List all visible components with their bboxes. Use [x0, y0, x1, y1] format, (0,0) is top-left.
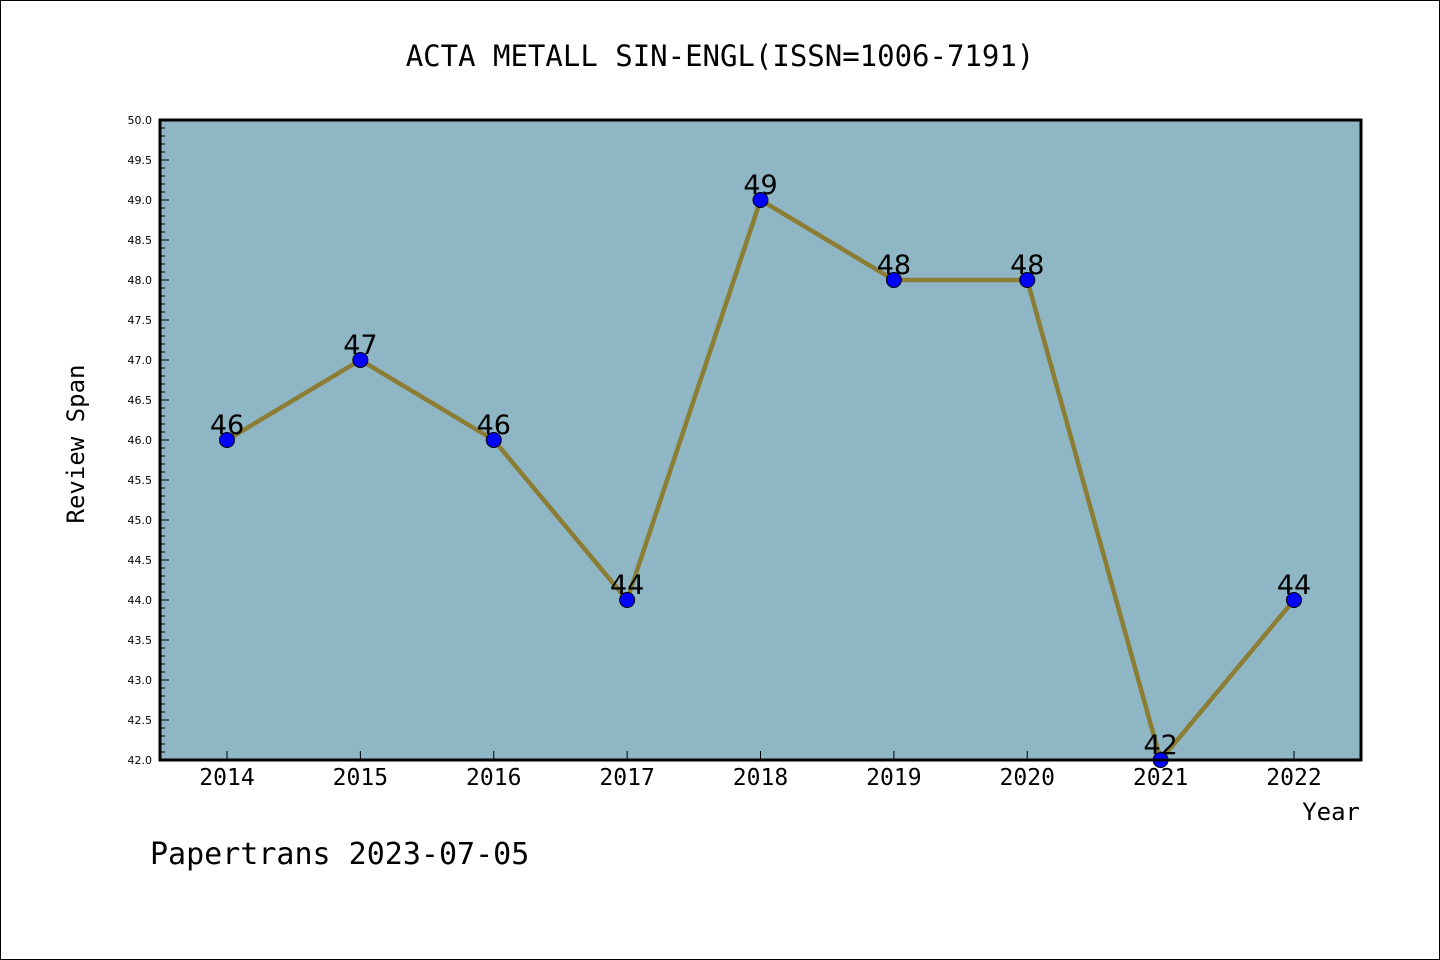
footer-text: Papertrans 2023-07-05: [150, 837, 529, 872]
data-label: 42: [1143, 730, 1177, 761]
x-tick-label: 2021: [1133, 765, 1188, 791]
data-point: [352, 352, 369, 368]
x-axis-label: Year: [1302, 798, 1360, 826]
data-label: 49: [743, 170, 777, 201]
plot-border: [158, 118, 1363, 762]
data-label: 46: [477, 410, 511, 441]
series-group: 46 47 46 44 49 48 48 42 44: [210, 170, 1311, 768]
y-axis-label: Review Span: [62, 365, 90, 524]
y-tick-label: 44.5: [128, 554, 153, 567]
y-tick-label: 47.5: [128, 314, 153, 327]
y-tick-label: 48.5: [128, 234, 153, 247]
y-tick-label: 48.0: [128, 274, 153, 287]
y-tick-label: 42.0: [128, 754, 153, 767]
data-label: 47: [343, 330, 377, 361]
data-label: 48: [1010, 250, 1044, 281]
y-tick-label: 45.5: [128, 474, 153, 487]
x-tick-label: 2017: [599, 765, 654, 791]
y-tick-label: 43.5: [128, 634, 153, 647]
plot-area: [160, 120, 1361, 760]
data-point: [1019, 272, 1036, 288]
y-tick-label: 42.5: [128, 714, 153, 727]
y-axis-ticks: 42.0 42.5 43.0 43.5 44.0 44.5 45.0 45.5 46.0 46.5…: [128, 114, 169, 767]
data-label: 44: [1277, 570, 1311, 601]
chart-title: ACTA METALL SIN-ENGL(ISSN=1006-7191): [406, 39, 1035, 73]
data-point: [1286, 592, 1302, 608]
x-tick-label: 2015: [333, 765, 388, 791]
x-tick-label: 2014: [199, 765, 254, 791]
x-tick-label: 2018: [733, 765, 788, 791]
data-point: [219, 432, 235, 448]
y-tick-label: 45.0: [128, 514, 153, 527]
x-tick-label: 2022: [1266, 765, 1321, 791]
data-point: [619, 592, 636, 608]
y-tick-label: 49.0: [128, 194, 153, 207]
y-tick-label: 49.5: [128, 154, 153, 167]
y-tick-label: 50.0: [128, 114, 153, 127]
y-tick-label: 47.0: [128, 354, 153, 367]
y-tick-label: 46.0: [128, 434, 153, 447]
x-tick-label: 2016: [466, 765, 521, 791]
data-point: [485, 432, 502, 448]
y-tick-label: 44.0: [128, 594, 153, 607]
data-label: 46: [210, 410, 244, 441]
x-tick-label: 2020: [1000, 765, 1055, 791]
y-tick-label: 46.5: [128, 394, 153, 407]
data-point: [752, 192, 769, 208]
y-tick-label: 43.0: [128, 674, 153, 687]
data-point: [885, 272, 902, 288]
x-tick-label: 2019: [866, 765, 921, 791]
data-label: 44: [610, 570, 644, 601]
data-label: 48: [877, 250, 911, 281]
